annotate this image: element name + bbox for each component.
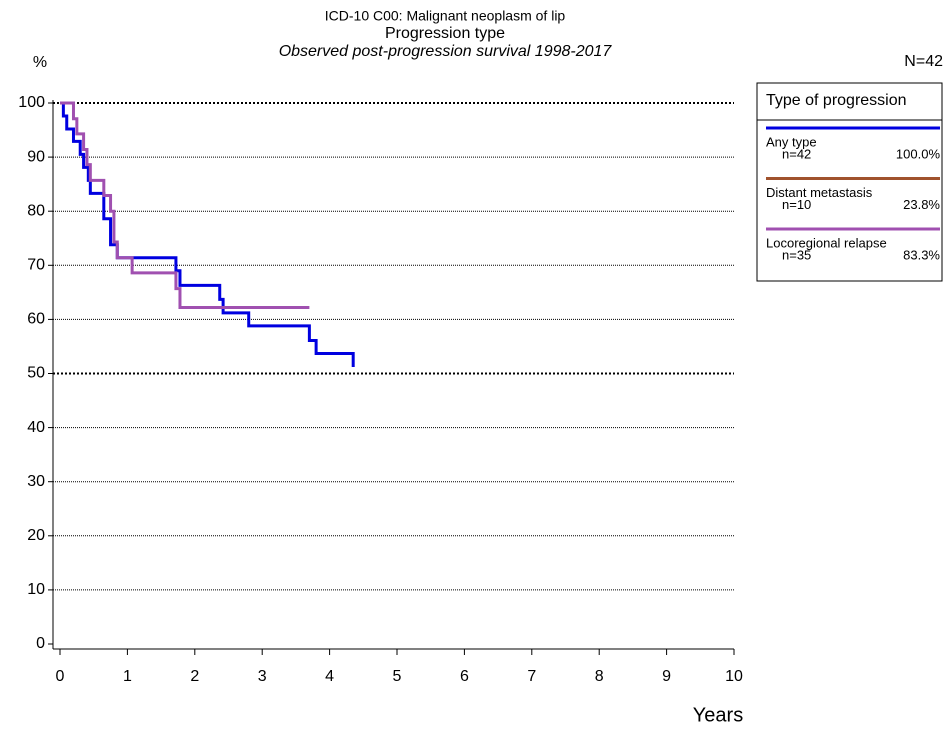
- legend-label: Any type: [766, 134, 817, 149]
- chart-title: ICD-10 C00: Malignant neoplasm of lip: [325, 8, 566, 24]
- y-tick-label: 90: [27, 148, 45, 165]
- chart-subtitle: Progression type: [385, 25, 505, 42]
- x-tick-label: 8: [595, 668, 604, 685]
- x-tick-label: 10: [725, 668, 743, 685]
- y-tick-label: 0: [36, 635, 45, 652]
- y-tick-label: 60: [27, 311, 45, 328]
- y-tick-label: 50: [27, 365, 45, 382]
- legend-percent: 83.3%: [903, 247, 940, 262]
- x-tick-label: 0: [56, 668, 65, 685]
- x-tick-label: 9: [662, 668, 671, 685]
- x-tick-label: 3: [258, 668, 267, 685]
- x-tick-label: 7: [527, 668, 536, 685]
- survival-curve: [60, 101, 355, 368]
- y-tick-label: 100: [18, 94, 45, 111]
- legend-count: n=42: [782, 146, 811, 161]
- y-tick-label: 70: [27, 257, 45, 274]
- legend-percent: 23.8%: [903, 197, 940, 212]
- y-tick-label: 40: [27, 419, 45, 436]
- legend-label: Distant metastasis: [766, 185, 873, 200]
- x-tick-label: 6: [460, 668, 469, 685]
- y-tick-label: 30: [27, 473, 45, 490]
- x-tick-label: 2: [190, 668, 199, 685]
- legend-count: n=10: [782, 197, 811, 212]
- legend-title: Type of progression: [766, 92, 907, 109]
- y-tick-label: 10: [27, 581, 45, 598]
- legend-percent: 100.0%: [896, 146, 941, 161]
- y-axis-label: %: [33, 54, 47, 71]
- x-tick-label: 5: [393, 668, 402, 685]
- y-tick-label: 80: [27, 202, 45, 219]
- chart-subtitle: Observed post-progression survival 1998-…: [279, 43, 613, 60]
- x-tick-label: 4: [325, 668, 334, 685]
- x-tick-label: 1: [123, 668, 132, 685]
- legend-label: Locoregional relapse: [766, 235, 887, 250]
- y-tick-label: 20: [27, 527, 45, 544]
- survival-curve: [60, 101, 310, 309]
- total-count: N=42: [904, 53, 943, 70]
- legend-count: n=35: [782, 247, 811, 262]
- x-axis-label: Years: [693, 704, 743, 726]
- legend-box: [756, 82, 943, 282]
